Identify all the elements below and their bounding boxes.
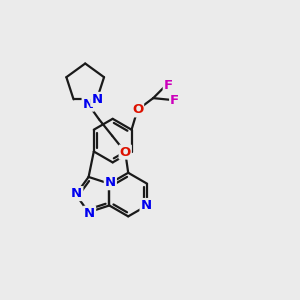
Text: N: N [84, 207, 95, 220]
Text: N: N [91, 93, 102, 106]
Text: N: N [82, 98, 94, 111]
Text: N: N [105, 176, 116, 189]
Text: O: O [132, 103, 143, 116]
Text: O: O [120, 146, 131, 159]
Text: N: N [71, 187, 82, 200]
Text: N: N [140, 199, 152, 212]
Text: F: F [164, 79, 173, 92]
Text: F: F [170, 94, 179, 106]
